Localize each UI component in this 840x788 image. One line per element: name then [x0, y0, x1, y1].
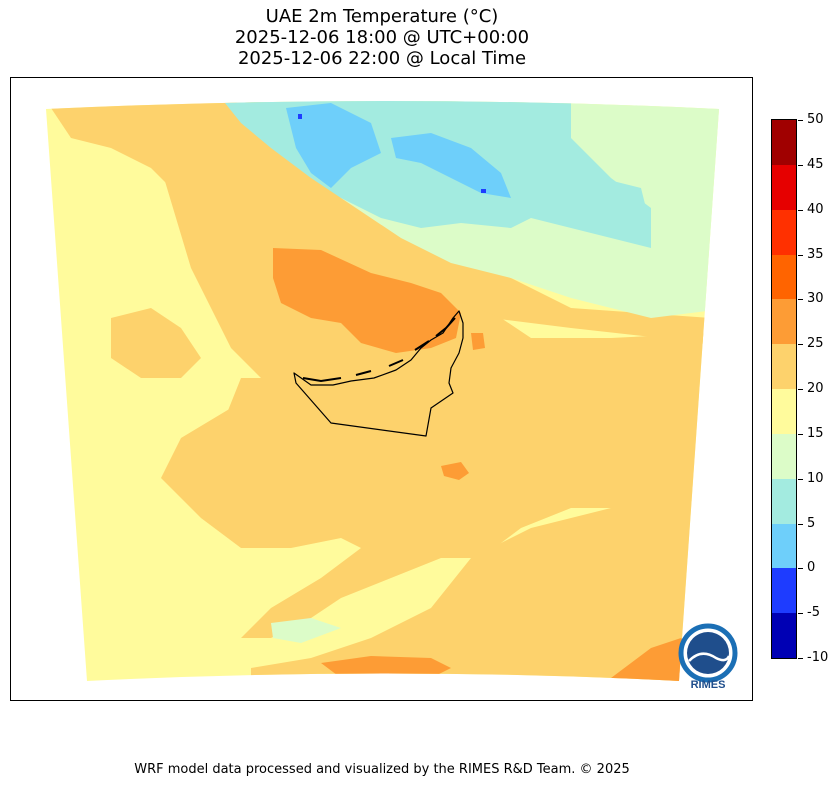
rimes-logo-text: RIMES: [691, 679, 726, 691]
colorbar-tick: [798, 164, 803, 166]
temp-zone-5-10-east: [601, 178, 651, 228]
colorbar-segment: [772, 433, 796, 480]
colorbar-tick: [798, 299, 803, 301]
colorbar-tick-label: 50: [807, 112, 824, 127]
colorbar-segment: [772, 120, 796, 166]
colorbar-tick-label: 30: [807, 291, 824, 307]
temp-zone-20-25-south-blob: [221, 378, 341, 508]
title-line-variable: UAE 2m Temperature (°C): [265, 6, 499, 27]
colorbar-tick-label: 15: [807, 425, 824, 441]
colorbar-tick: [798, 613, 803, 615]
uae-coastline-islands: [302, 317, 456, 383]
colorbar-tick: [798, 658, 803, 659]
credit-footer: WRF model data processed and visualized …: [134, 762, 630, 777]
colorbar-tick: [798, 120, 803, 121]
temp-zone-20-25-southeast: [251, 498, 711, 681]
colorbar-tick-label: 20: [807, 381, 824, 396]
map-panel: RIMES: [10, 77, 753, 701]
temp-zone-10-15-south: [271, 618, 341, 643]
title-line-local-time: 2025-12-06 22:00 @ Local Time: [237, 48, 527, 69]
colorbar-segment: [772, 299, 796, 345]
temperature-map: RIMES: [46, 101, 738, 691]
colorbar-segment: [772, 389, 796, 435]
colorbar-segment: [772, 568, 796, 614]
temp-zone-25-30-south: [321, 656, 451, 678]
colorbar-segment: [772, 523, 796, 569]
colorbar-tick: [798, 568, 803, 570]
colorbar-segment: [772, 478, 796, 524]
colorbar-tick: [798, 344, 803, 346]
temp-zone-25-30-inland: [441, 462, 469, 480]
colorbar-tick-label: 35: [807, 246, 824, 262]
colorbar-tick-label: 0: [807, 560, 816, 576]
temp-zone-20-25-west: [111, 308, 201, 378]
temp-zone-25-30-coast: [471, 333, 485, 350]
colorbar-tick-label: 45: [807, 156, 824, 172]
colorbar-tick: [798, 523, 803, 525]
colorbar-segment: [772, 254, 796, 300]
temp-zone-0-5: [286, 103, 381, 188]
rimes-logo: RIMES: [678, 623, 738, 691]
colorbar-tick-label: 5: [807, 515, 816, 531]
colorbar-tick-label: 25: [807, 336, 824, 352]
colorbar-tick-label: 40: [807, 201, 824, 217]
colorbar-tick: [798, 433, 803, 435]
colorbar-segment: [772, 613, 796, 658]
colorbar-tick: [798, 389, 803, 390]
colorbar-tick: [798, 254, 803, 256]
temp-zone-25-30-southeast: [611, 638, 701, 681]
colorbar-segment: [772, 344, 796, 390]
temp-zone-minus5-0-b: [481, 189, 486, 193]
temp-zone-minus5-0-a: [298, 114, 302, 119]
colorbar-tick-label: -10: [807, 650, 829, 665]
colorbar-tick-label: 10: [807, 470, 824, 486]
uae-border-outline: [293, 310, 464, 437]
temp-zone-0-5-east: [391, 133, 511, 198]
colorbar-segment: [772, 164, 796, 211]
temp-zone-25-30-gulf: [273, 248, 461, 353]
colorbar: [771, 119, 797, 659]
map-title: UAE 2m Temperature (°C) 2025-12-06 18:00…: [10, 6, 754, 69]
title-line-utc-time: 2025-12-06 18:00 @ UTC+00:00: [234, 27, 530, 48]
colorbar-tick: [798, 209, 803, 211]
colorbar-tick-label: -5: [807, 605, 820, 621]
colorbar-segment: [772, 209, 796, 255]
colorbar-tick: [798, 478, 803, 480]
